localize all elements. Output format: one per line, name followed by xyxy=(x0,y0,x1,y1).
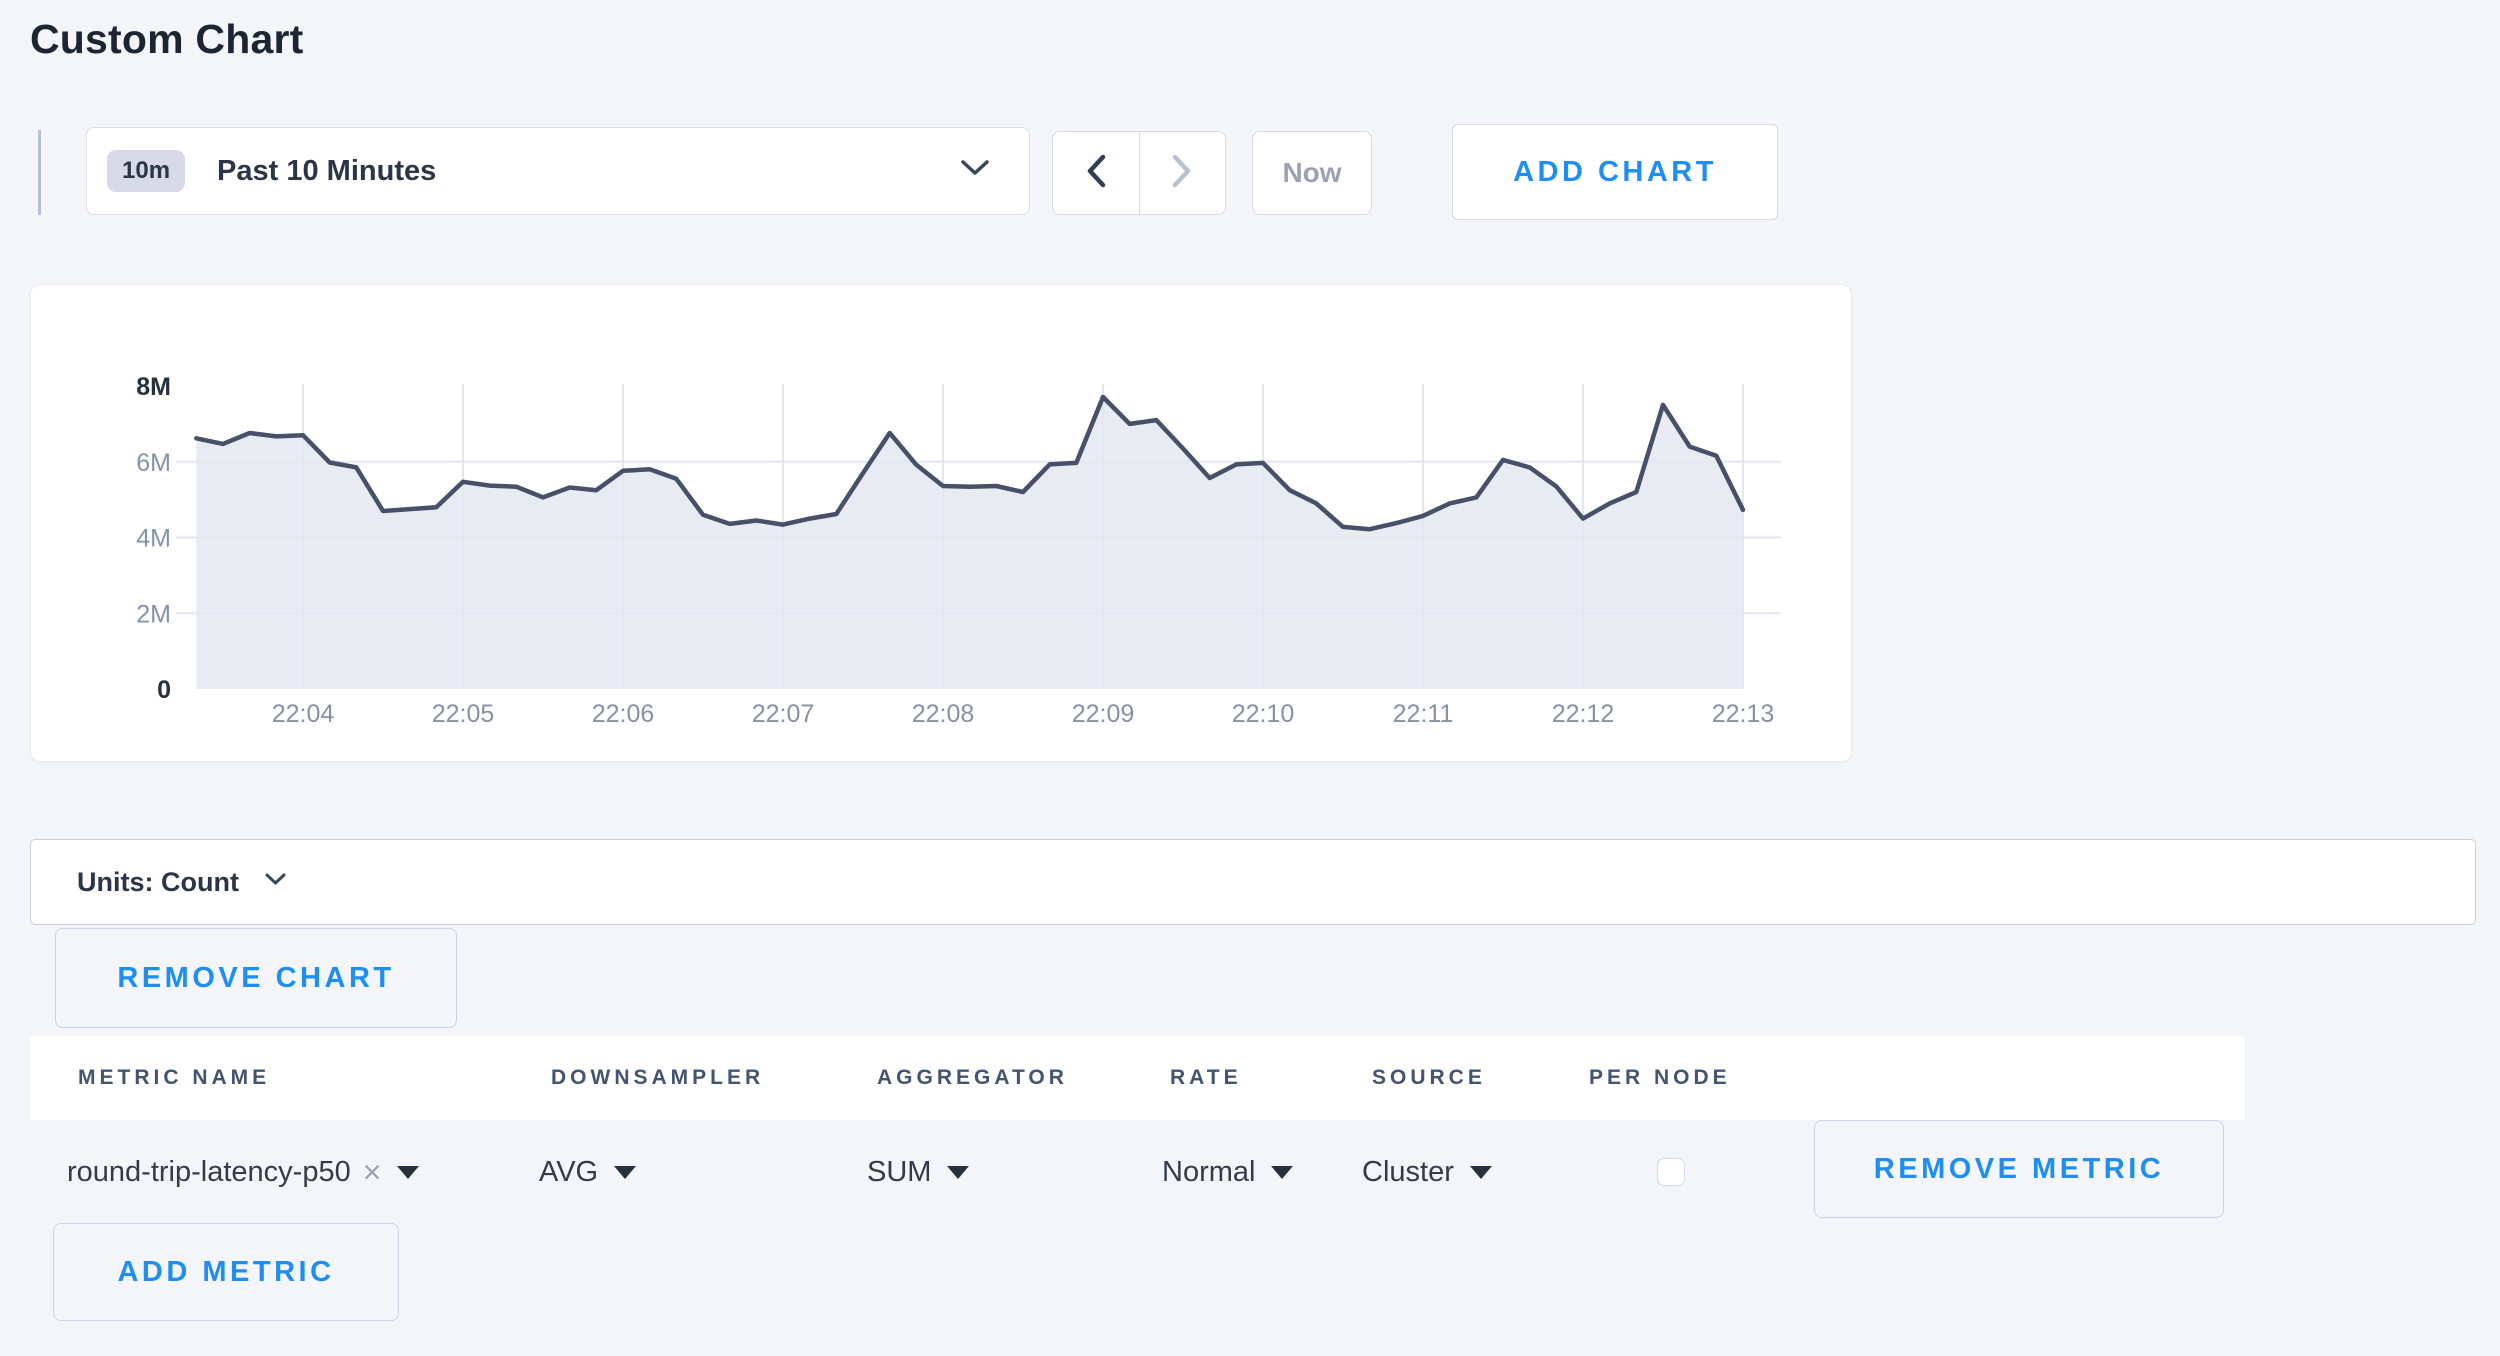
add-metric-label: ADD METRIC xyxy=(117,1255,335,1288)
timeseries-chart: 0 2M 4M 6M 8M 22:04 22:05 22:06 22:07 22:08 22:09 2… xyxy=(136,373,1781,728)
svg-text:22:06: 22:06 xyxy=(592,700,655,728)
caret-down-icon xyxy=(614,1165,637,1179)
page-title: Custom Chart xyxy=(30,16,304,62)
caret-down-icon xyxy=(947,1165,970,1179)
per-node-checkbox[interactable] xyxy=(1657,1158,1685,1186)
svg-text:22:10: 22:10 xyxy=(1232,700,1295,728)
add-chart-label: ADD CHART xyxy=(1513,155,1717,188)
chevron-down-icon xyxy=(961,160,989,182)
chevron-down-icon xyxy=(265,873,286,891)
toolbar-accent-divider xyxy=(38,130,41,215)
now-button[interactable]: Now xyxy=(1252,131,1372,215)
source-dropdown[interactable]: Cluster xyxy=(1362,1144,1492,1200)
step-back-button[interactable] xyxy=(1053,132,1140,214)
chevron-right-icon xyxy=(1171,154,1193,193)
svg-text:22:04: 22:04 xyxy=(272,700,335,728)
time-step-button-group xyxy=(1052,131,1226,215)
add-chart-button[interactable]: ADD CHART xyxy=(1452,124,1778,220)
svg-text:22:09: 22:09 xyxy=(1072,700,1135,728)
close-icon[interactable]: × xyxy=(362,1153,382,1190)
svg-text:22:08: 22:08 xyxy=(912,700,975,728)
svg-text:22:11: 22:11 xyxy=(1393,700,1454,728)
units-label: Units: Count xyxy=(77,866,239,897)
add-metric-button[interactable]: ADD METRIC xyxy=(53,1223,399,1321)
source-value: Cluster xyxy=(1362,1155,1454,1188)
time-range-dropdown[interactable]: 10m Past 10 Minutes xyxy=(86,127,1030,215)
time-range-label: Past 10 Minutes xyxy=(217,154,437,187)
svg-text:22:05: 22:05 xyxy=(432,700,495,728)
now-button-label: Now xyxy=(1282,157,1342,188)
svg-text:8M: 8M xyxy=(136,373,171,401)
svg-text:22:13: 22:13 xyxy=(1712,700,1775,728)
units-dropdown[interactable]: Units: Count xyxy=(30,839,2476,925)
metrics-table-header: METRIC NAME DOWNSAMPLER AGGREGATOR RATE … xyxy=(30,1036,2244,1120)
col-source: SOURCE xyxy=(1372,1066,1486,1089)
col-downsampler: DOWNSAMPLER xyxy=(551,1066,765,1089)
svg-text:0: 0 xyxy=(157,676,171,704)
caret-down-icon xyxy=(1469,1165,1492,1179)
metric-name-value: round-trip-latency-p50 xyxy=(67,1155,351,1188)
col-metric-name: METRIC NAME xyxy=(78,1066,271,1089)
remove-chart-button[interactable]: REMOVE CHART xyxy=(55,928,457,1028)
downsampler-value: AVG xyxy=(539,1155,599,1188)
svg-text:4M: 4M xyxy=(136,525,171,553)
svg-text:22:12: 22:12 xyxy=(1552,700,1615,728)
step-forward-button[interactable] xyxy=(1140,132,1226,214)
caret-down-icon xyxy=(397,1165,420,1179)
remove-chart-label: REMOVE CHART xyxy=(117,961,395,994)
svg-text:22:07: 22:07 xyxy=(752,700,815,728)
rate-dropdown[interactable]: Normal xyxy=(1162,1144,1294,1200)
remove-metric-button[interactable]: REMOVE METRIC xyxy=(1814,1120,2224,1218)
col-aggregator: AGGREGATOR xyxy=(877,1066,1068,1089)
svg-text:2M: 2M xyxy=(136,600,171,628)
col-rate: RATE xyxy=(1170,1066,1242,1089)
chart-card: 0 2M 4M 6M 8M 22:04 22:05 22:06 22:07 22:08 22:09 2… xyxy=(30,284,1852,762)
metric-name-dropdown[interactable]: round-trip-latency-p50 × xyxy=(67,1144,420,1200)
caret-down-icon xyxy=(1271,1165,1294,1179)
remove-metric-label: REMOVE METRIC xyxy=(1873,1152,2165,1185)
svg-text:6M: 6M xyxy=(136,449,171,477)
col-per-node: PER NODE xyxy=(1589,1066,1731,1089)
downsampler-dropdown[interactable]: AVG xyxy=(539,1144,637,1200)
aggregator-value: SUM xyxy=(867,1155,932,1188)
rate-value: Normal xyxy=(1162,1155,1256,1188)
aggregator-dropdown[interactable]: SUM xyxy=(867,1144,970,1200)
time-range-badge: 10m xyxy=(107,150,186,192)
chevron-left-icon xyxy=(1085,154,1107,193)
